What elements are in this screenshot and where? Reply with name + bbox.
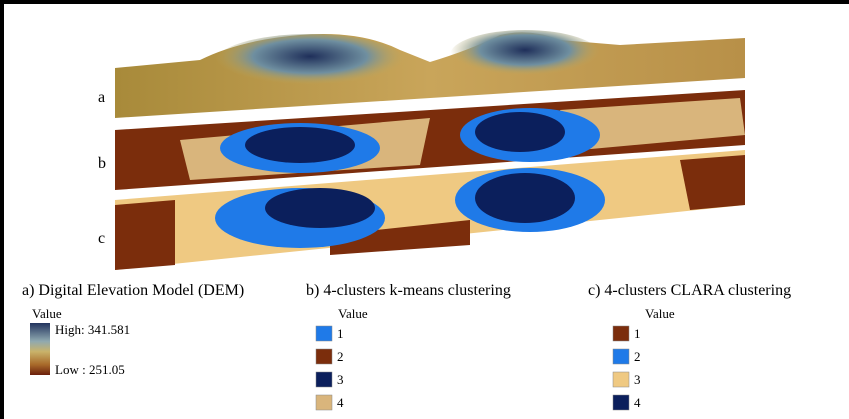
legend-heading: Value	[338, 306, 368, 321]
legend-title: c) 4-clusters CLARA clustering	[588, 282, 791, 299]
legend-title: b) 4-clusters k-means clustering	[306, 282, 511, 299]
legend-swatch	[613, 326, 629, 341]
legend-heading: Value	[32, 306, 62, 321]
legend-label: 2	[634, 349, 641, 364]
legend-swatch	[613, 395, 629, 410]
figure: a b c a) Digital Elevation Model (DEM) V…	[0, 0, 849, 419]
legend-heading: Value	[645, 306, 675, 321]
legend-swatch	[613, 349, 629, 364]
panel-label: b	[98, 155, 106, 172]
legend-swatch	[316, 349, 332, 364]
legend-low: Low : 251.05	[55, 362, 125, 377]
legend-label: 3	[634, 372, 641, 387]
legend-label: 1	[634, 326, 641, 341]
panel-label: a	[98, 89, 105, 106]
legend-swatch	[316, 395, 332, 410]
legend-label: 1	[337, 326, 344, 341]
legend-swatch	[316, 372, 332, 387]
legend-swatch	[613, 372, 629, 387]
legend-label: 2	[337, 349, 344, 364]
legend-title: a) Digital Elevation Model (DEM)	[22, 282, 244, 299]
panel-label: c	[98, 230, 105, 247]
legend-label: 4	[634, 395, 641, 410]
gradient-swatch	[30, 323, 50, 375]
legend-swatch	[316, 326, 332, 341]
legend-label: 3	[337, 372, 344, 387]
legend-label: 4	[337, 395, 344, 410]
legend-high: High: 341.581	[55, 322, 130, 337]
